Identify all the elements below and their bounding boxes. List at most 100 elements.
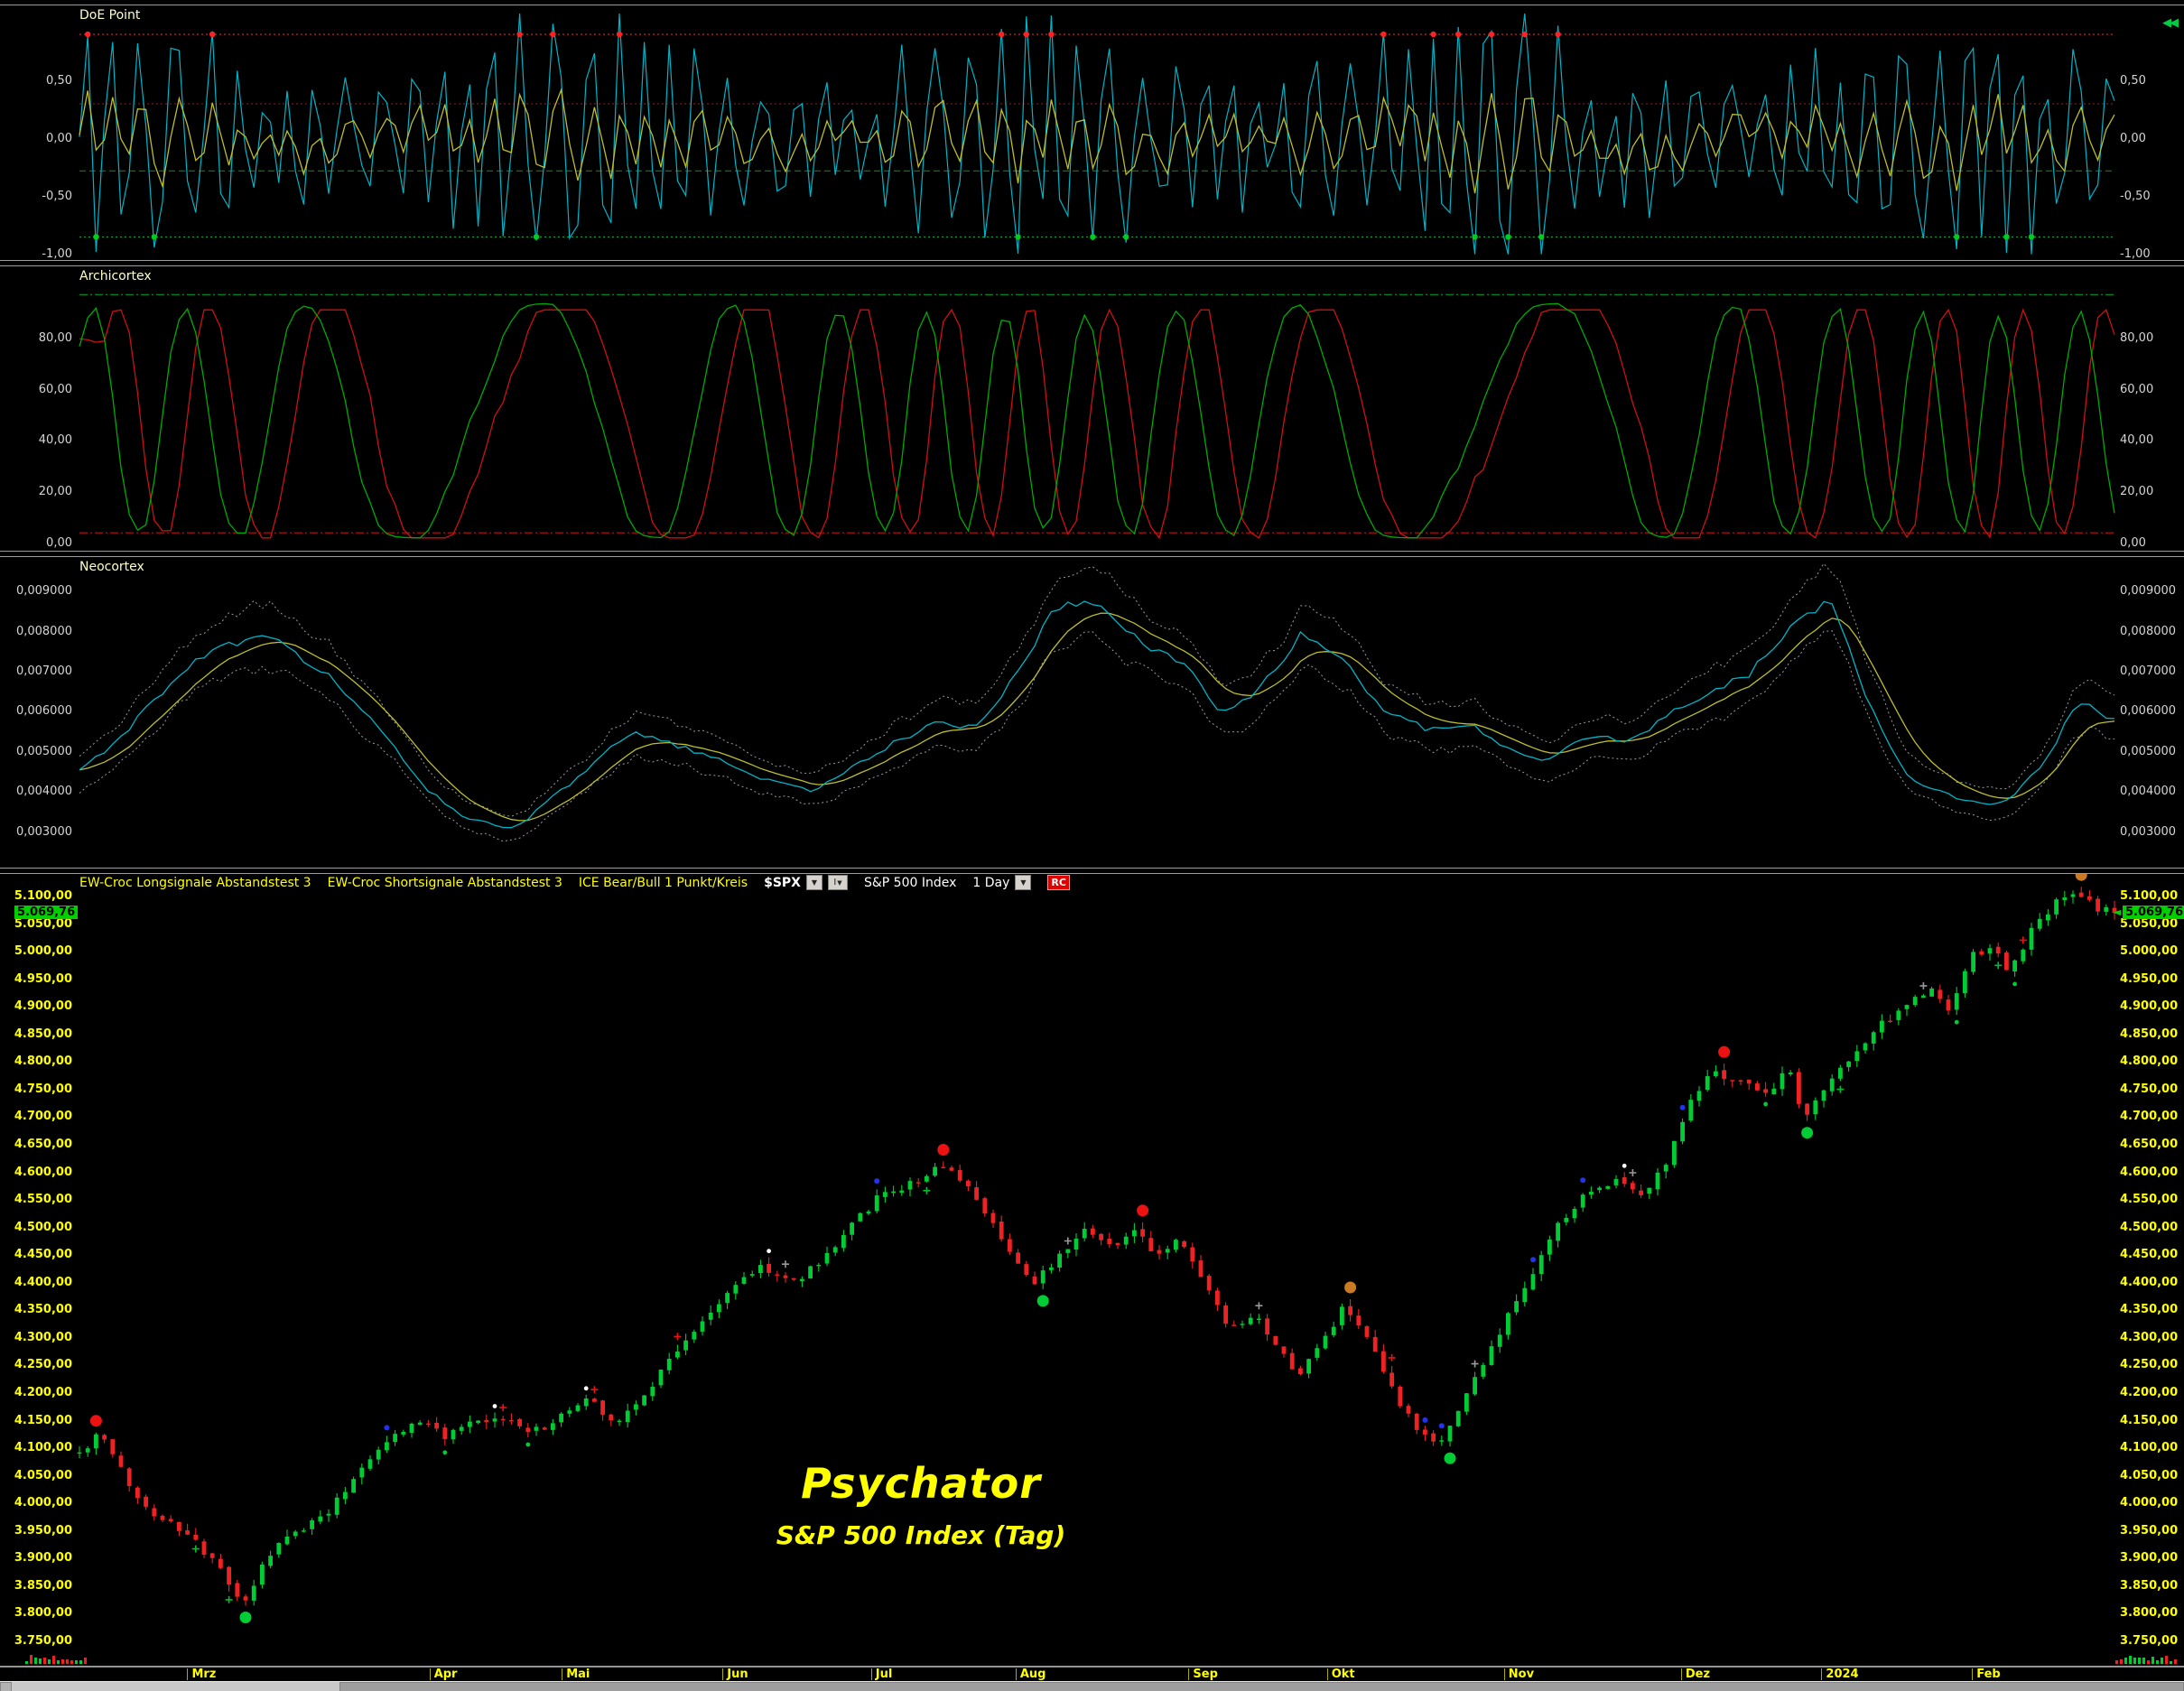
y-tick-label: 0,009000 [2120, 584, 2177, 599]
y-tick-label: 4.000,00 [14, 1496, 72, 1510]
neocortex-y-axis-left: 0,009000 0,008000 0,007000 0,006000 0,005000… [0, 557, 76, 868]
archicortex-y-axis-left: 80,00 60,00 40,00 20,00 0,00 [0, 266, 76, 551]
y-tick-label: 0,009000 [15, 584, 72, 599]
neocortex-plot[interactable] [0, 557, 2184, 868]
time-axis: Mrz Apr Mai Jun Jul Aug Sep Okt Nov Dez 2024 Feb [0, 1667, 2184, 1682]
y-tick-label: 4.100,00 [14, 1441, 72, 1455]
y-tick-label: 20,00 [38, 485, 72, 499]
archicortex-plot[interactable] [0, 266, 2184, 551]
y-tick-label: -1,00 [42, 247, 72, 262]
month-label: Sep [1188, 1668, 1218, 1680]
symbol-label: $SPX [764, 875, 801, 890]
symbol-dropdown-button[interactable]: ▼ [805, 875, 822, 890]
y-tick-label: 5.050,00 [2120, 916, 2179, 931]
y-tick-label: -1,00 [2120, 247, 2151, 262]
y-tick-label: 4.700,00 [14, 1110, 72, 1124]
interval-label: I [833, 878, 837, 887]
y-tick-label: 60,00 [2120, 382, 2154, 396]
doe-point-y-axis-left: 0,50 0,00 -0,50 -1,00 [0, 5, 76, 262]
y-tick-label: 20,00 [2120, 485, 2154, 499]
indicator-label-ice-bear-bull: ICE Bear/Bull 1 Punkt/Kreis [578, 875, 748, 890]
y-tick-label: 0,006000 [2120, 704, 2177, 719]
y-tick-label: 4.100,00 [2120, 1441, 2179, 1455]
y-tick-label: 4.800,00 [14, 1055, 72, 1069]
month-label: Okt [1326, 1668, 1355, 1680]
y-tick-label: 4.300,00 [2120, 1330, 2179, 1344]
y-tick-label: 0,50 [2120, 73, 2146, 88]
doe-chart-svg [79, 13, 2115, 255]
doe-point-y-axis-right: 0,50 0,00 -0,50 -1,00 [2115, 5, 2184, 262]
panel-archicortex: 80,00 60,00 40,00 20,00 0,00 80,00 60,00 40,00… [0, 265, 2184, 552]
y-tick-label: 0,00 [46, 535, 72, 550]
instrument-name-label: S&P 500 Index [863, 875, 957, 890]
pan-arrows-icon[interactable]: ◀◀ [2162, 16, 2179, 30]
y-tick-label: 0,008000 [2120, 624, 2177, 638]
y-tick-label: 4.450,00 [14, 1248, 72, 1262]
y-tick-label: 3.800,00 [14, 1606, 72, 1621]
y-tick-label: 0,00 [2120, 131, 2146, 145]
y-tick-label: 40,00 [2120, 433, 2154, 448]
y-tick-label: 4.450,00 [2120, 1248, 2179, 1262]
scrollbar-thumb[interactable] [339, 1682, 2184, 1691]
chevron-down-icon: ▼ [837, 878, 842, 887]
price-y-axis-right: 5.100,00 5.050,00 5.000,00 4.950,00 4.900,00… [2115, 874, 2184, 1666]
indicator-label-short-signals: EW-Croc Shortsignale Abstandstest 3 [327, 875, 562, 890]
y-tick-label: 3.900,00 [14, 1551, 72, 1566]
y-tick-label: 4.500,00 [14, 1220, 72, 1234]
y-tick-label: 0,004000 [15, 785, 72, 799]
y-tick-label: 4.550,00 [14, 1193, 72, 1207]
y-tick-label: 4.350,00 [14, 1303, 72, 1317]
panel-title-neocortex: Neocortex [79, 560, 144, 574]
panel-price-chart: 5.100,00 5.050,00 5.000,00 4.950,00 4.900,00… [0, 873, 2184, 1667]
y-tick-label: 4.700,00 [2120, 1110, 2179, 1124]
price-plot[interactable] [0, 874, 2184, 1666]
y-tick-label: 4.500,00 [2120, 1220, 2179, 1234]
price-header: EW-Croc Longsignale Abstandstest 3 EW-Cr… [79, 875, 1070, 890]
y-tick-label: 4.350,00 [2120, 1303, 2179, 1317]
month-label: Feb [1972, 1668, 2001, 1680]
y-tick-label: 3.850,00 [2120, 1578, 2179, 1593]
y-tick-label: 0,003000 [15, 824, 72, 839]
archicortex-y-axis-right: 80,00 60,00 40,00 20,00 0,00 [2115, 266, 2184, 551]
y-tick-label: 3.950,00 [14, 1523, 72, 1538]
y-tick-label: 4.150,00 [2120, 1413, 2179, 1427]
y-tick-label: 4.650,00 [14, 1137, 72, 1151]
period-label: 1 Day [972, 875, 1010, 890]
price-chart-svg [77, 874, 2117, 1623]
last-price-badge-left: 5.069,76 [14, 905, 79, 919]
y-tick-label: 4.600,00 [14, 1165, 72, 1179]
candles [77, 887, 2117, 1606]
scrollbar-left-button[interactable] [0, 1682, 12, 1691]
y-tick-label: 60,00 [38, 382, 72, 396]
interval-button[interactable]: I ▼ [827, 875, 848, 890]
mini-scale-marks-left [25, 1652, 87, 1664]
y-tick-label: 0,003000 [2120, 824, 2177, 839]
y-tick-label: 4.250,00 [14, 1358, 72, 1372]
y-tick-label: 4.150,00 [14, 1413, 72, 1427]
y-tick-label: 4.200,00 [2120, 1385, 2179, 1399]
y-tick-label: 0,006000 [15, 704, 72, 719]
y-tick-label: 3.800,00 [2120, 1606, 2179, 1621]
y-tick-label: 80,00 [38, 330, 72, 345]
price-pointer-icon: ◄ [2113, 905, 2122, 918]
y-tick-label: 4.300,00 [14, 1330, 72, 1344]
month-label: Jul [870, 1668, 892, 1680]
y-tick-label: 4.050,00 [14, 1468, 72, 1482]
horizontal-scrollbar[interactable] [0, 1681, 2184, 1691]
panel-title-archicortex: Archicortex [79, 269, 152, 283]
y-tick-label: 3.950,00 [2120, 1523, 2179, 1538]
y-tick-label: 4.050,00 [2120, 1468, 2179, 1482]
month-label: Jun [722, 1668, 748, 1680]
y-tick-label: 0,004000 [2120, 785, 2177, 799]
doe-point-plot[interactable] [0, 5, 2184, 260]
y-tick-label: 4.400,00 [14, 1275, 72, 1289]
y-tick-label: 5.100,00 [2120, 888, 2179, 903]
y-tick-label: 4.750,00 [14, 1082, 72, 1096]
rc-button[interactable]: RC [1047, 875, 1070, 890]
y-tick-label: 5.100,00 [14, 888, 72, 903]
period-dropdown-button[interactable]: ▼ [1015, 875, 1032, 890]
y-tick-label: 4.900,00 [2120, 999, 2179, 1014]
y-tick-label: 4.250,00 [2120, 1358, 2179, 1372]
y-tick-label: 4.400,00 [2120, 1275, 2179, 1289]
